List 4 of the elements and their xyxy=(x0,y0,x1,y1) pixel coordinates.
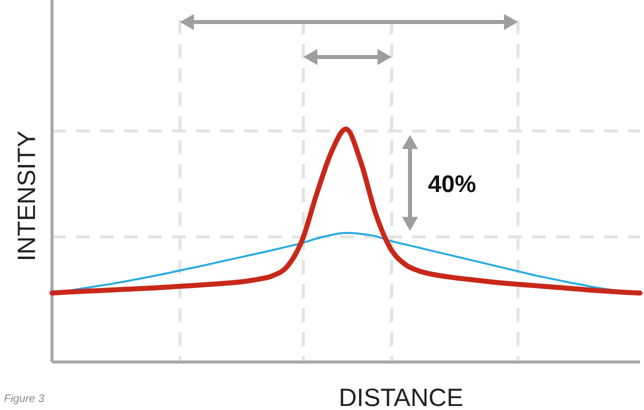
caption: Figure 3 xyxy=(4,393,46,405)
annotation: 40% xyxy=(428,171,476,198)
x-axis-title: DISTANCE xyxy=(338,384,464,410)
y-axis-title: INTENSITY xyxy=(13,130,41,262)
